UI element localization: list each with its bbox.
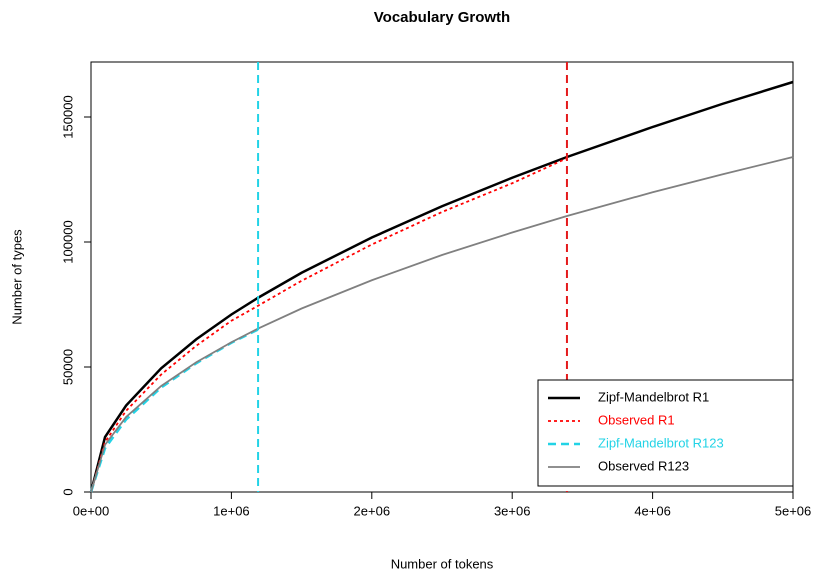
series-line	[89, 80, 794, 493]
legend-box	[537, 379, 794, 487]
y-tick-label: 150000	[60, 95, 75, 138]
series-line	[90, 157, 568, 493]
x-tick-label: 1e+06	[213, 503, 250, 518]
legend-label: Observed R1	[598, 412, 675, 427]
x-tick-label: 5e+06	[775, 503, 812, 518]
legend-label: Zipf-Mandelbrot R1	[598, 389, 709, 404]
legend-label: Zipf-Mandelbrot R123	[598, 435, 724, 450]
plot-box	[90, 61, 794, 493]
y-tick-label: 50000	[60, 349, 75, 385]
legend-label: Observed R123	[598, 458, 689, 473]
y-tick-label: 0	[60, 488, 75, 495]
y-tick-label: 100000	[60, 220, 75, 263]
y-axis-label: Number of types	[9, 229, 24, 325]
x-tick-label: 3e+06	[494, 503, 531, 518]
x-tick-label: 0e+00	[73, 503, 110, 518]
x-tick-label: 2e+06	[354, 503, 391, 518]
chart-title: Vocabulary Growth	[374, 9, 510, 26]
x-axis-label: Number of tokens	[391, 556, 494, 571]
series-line	[90, 156, 794, 493]
x-tick-label: 4e+06	[634, 503, 671, 518]
series-line	[89, 328, 259, 493]
